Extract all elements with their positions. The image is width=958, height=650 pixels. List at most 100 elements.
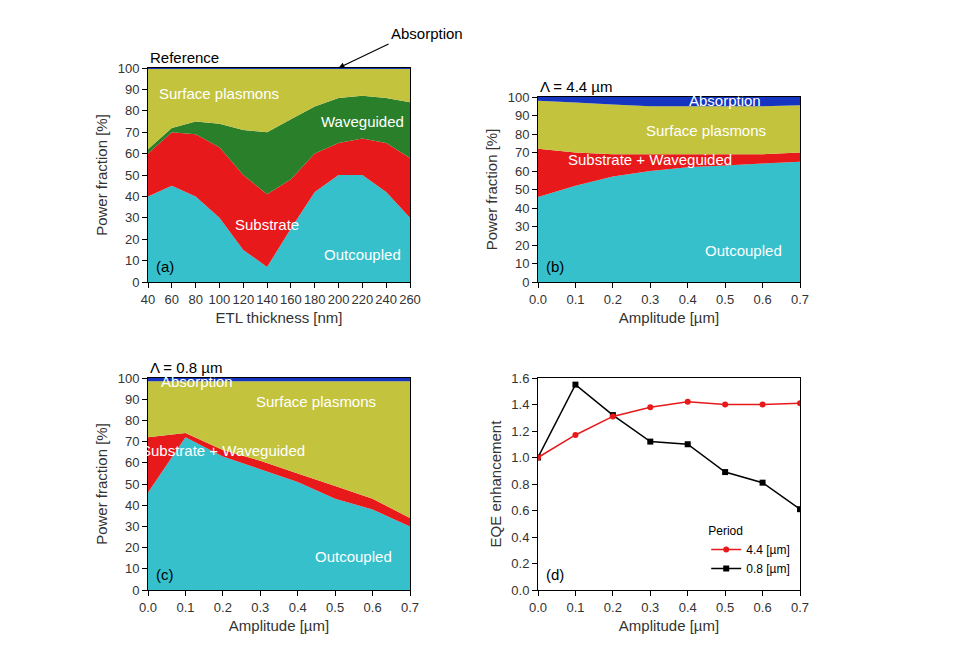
svg-text:Substrate + Waveguided: Substrate + Waveguided — [141, 442, 305, 459]
svg-text:200: 200 — [328, 292, 350, 307]
svg-text:Waveguided: Waveguided — [321, 113, 404, 130]
svg-text:0: 0 — [522, 275, 529, 290]
svg-text:Absorption: Absorption — [161, 373, 233, 390]
svg-text:ETL thickness [nm]: ETL thickness [nm] — [216, 309, 343, 326]
svg-text:20: 20 — [515, 238, 529, 253]
svg-text:0.2: 0.2 — [214, 600, 232, 615]
svg-text:60: 60 — [165, 292, 179, 307]
svg-text:Power fraction [%]: Power fraction [%] — [93, 114, 110, 236]
svg-text:(a): (a) — [156, 258, 174, 275]
svg-text:0.3: 0.3 — [641, 292, 659, 307]
svg-text:0.1: 0.1 — [566, 292, 584, 307]
svg-text:0.2: 0.2 — [511, 556, 529, 571]
svg-text:0.2: 0.2 — [604, 292, 622, 307]
svg-text:80: 80 — [125, 103, 139, 118]
svg-text:90: 90 — [515, 108, 529, 123]
svg-text:(b): (b) — [546, 258, 564, 275]
svg-text:0.1: 0.1 — [176, 600, 194, 615]
svg-text:50: 50 — [515, 182, 529, 197]
svg-text:0.4: 0.4 — [679, 600, 697, 615]
svg-text:1.4: 1.4 — [511, 397, 529, 412]
svg-text:Amplitude [µm]: Amplitude [µm] — [619, 309, 719, 326]
svg-text:70: 70 — [125, 434, 139, 449]
svg-text:60: 60 — [515, 164, 529, 179]
svg-text:40: 40 — [141, 292, 155, 307]
svg-text:0.5: 0.5 — [716, 600, 734, 615]
svg-text:0.7: 0.7 — [791, 292, 809, 307]
svg-text:0.6: 0.6 — [754, 600, 772, 615]
svg-text:Outcoupled: Outcoupled — [315, 548, 392, 565]
svg-text:160: 160 — [280, 292, 302, 307]
svg-text:0.3: 0.3 — [641, 600, 659, 615]
svg-text:Absorption: Absorption — [391, 25, 463, 42]
svg-text:4.4 [µm]: 4.4 [µm] — [746, 543, 790, 557]
svg-text:180: 180 — [304, 292, 326, 307]
svg-text:0.6: 0.6 — [364, 600, 382, 615]
svg-text:140: 140 — [256, 292, 278, 307]
svg-text:80: 80 — [125, 413, 139, 428]
svg-text:0: 0 — [132, 275, 139, 290]
svg-text:30: 30 — [125, 210, 139, 225]
svg-text:100: 100 — [508, 90, 530, 105]
svg-text:Substrate: Substrate — [235, 216, 299, 233]
svg-text:0.1: 0.1 — [566, 600, 584, 615]
svg-text:Substrate + Waveguided: Substrate + Waveguided — [568, 151, 732, 168]
svg-text:0.4: 0.4 — [289, 600, 307, 615]
svg-text:Outcoupled: Outcoupled — [324, 246, 401, 263]
svg-text:10: 10 — [515, 256, 529, 271]
svg-text:0.2: 0.2 — [604, 600, 622, 615]
svg-text:(c): (c) — [156, 566, 174, 583]
svg-text:(d): (d) — [546, 566, 564, 583]
svg-text:80: 80 — [515, 127, 529, 142]
svg-text:Outcoupled: Outcoupled — [705, 242, 782, 259]
svg-text:120: 120 — [232, 292, 254, 307]
svg-text:Amplitude [µm]: Amplitude [µm] — [619, 617, 719, 634]
svg-text:EQE enhancement: EQE enhancement — [487, 420, 504, 548]
svg-text:50: 50 — [125, 477, 139, 492]
svg-text:0.0: 0.0 — [511, 583, 529, 598]
svg-text:Λ = 4.4 µm: Λ = 4.4 µm — [540, 78, 612, 95]
svg-text:30: 30 — [125, 519, 139, 534]
svg-text:0.4: 0.4 — [679, 292, 697, 307]
svg-text:0.7: 0.7 — [401, 600, 419, 615]
svg-text:60: 60 — [125, 146, 139, 161]
svg-text:70: 70 — [125, 125, 139, 140]
svg-text:0.6: 0.6 — [754, 292, 772, 307]
svg-text:1.6: 1.6 — [511, 371, 529, 386]
svg-text:Absorption: Absorption — [689, 92, 761, 109]
svg-text:30: 30 — [515, 219, 529, 234]
svg-text:240: 240 — [375, 292, 397, 307]
svg-text:10: 10 — [125, 253, 139, 268]
svg-text:80: 80 — [188, 292, 202, 307]
svg-text:220: 220 — [352, 292, 374, 307]
svg-text:20: 20 — [125, 232, 139, 247]
svg-text:90: 90 — [125, 392, 139, 407]
svg-text:0.3: 0.3 — [251, 600, 269, 615]
svg-text:60: 60 — [125, 455, 139, 470]
svg-text:0.4: 0.4 — [511, 530, 529, 545]
svg-text:40: 40 — [125, 498, 139, 513]
svg-text:90: 90 — [125, 82, 139, 97]
svg-text:Surface plasmons: Surface plasmons — [159, 85, 279, 102]
svg-text:50: 50 — [125, 168, 139, 183]
svg-text:100: 100 — [118, 371, 140, 386]
svg-text:Amplitude [µm]: Amplitude [µm] — [229, 617, 329, 634]
svg-text:40: 40 — [515, 201, 529, 216]
svg-text:70: 70 — [515, 145, 529, 160]
svg-text:20: 20 — [125, 540, 139, 555]
svg-text:0: 0 — [132, 583, 139, 598]
svg-text:Reference: Reference — [150, 49, 219, 66]
svg-text:Period: Period — [708, 524, 743, 538]
svg-text:100: 100 — [118, 61, 140, 76]
svg-text:Surface plasmons: Surface plasmons — [256, 393, 376, 410]
svg-text:1.0: 1.0 — [511, 450, 529, 465]
svg-text:0.8 [µm]: 0.8 [µm] — [746, 562, 790, 576]
svg-text:0.6: 0.6 — [511, 503, 529, 518]
svg-text:0.5: 0.5 — [326, 600, 344, 615]
svg-text:Λ = 0.8 µm: Λ = 0.8 µm — [150, 359, 222, 376]
svg-text:260: 260 — [399, 292, 421, 307]
svg-text:0.7: 0.7 — [791, 600, 809, 615]
svg-text:0.0: 0.0 — [529, 292, 547, 307]
svg-text:Power fraction [%]: Power fraction [%] — [93, 423, 110, 545]
svg-text:0.0: 0.0 — [139, 600, 157, 615]
